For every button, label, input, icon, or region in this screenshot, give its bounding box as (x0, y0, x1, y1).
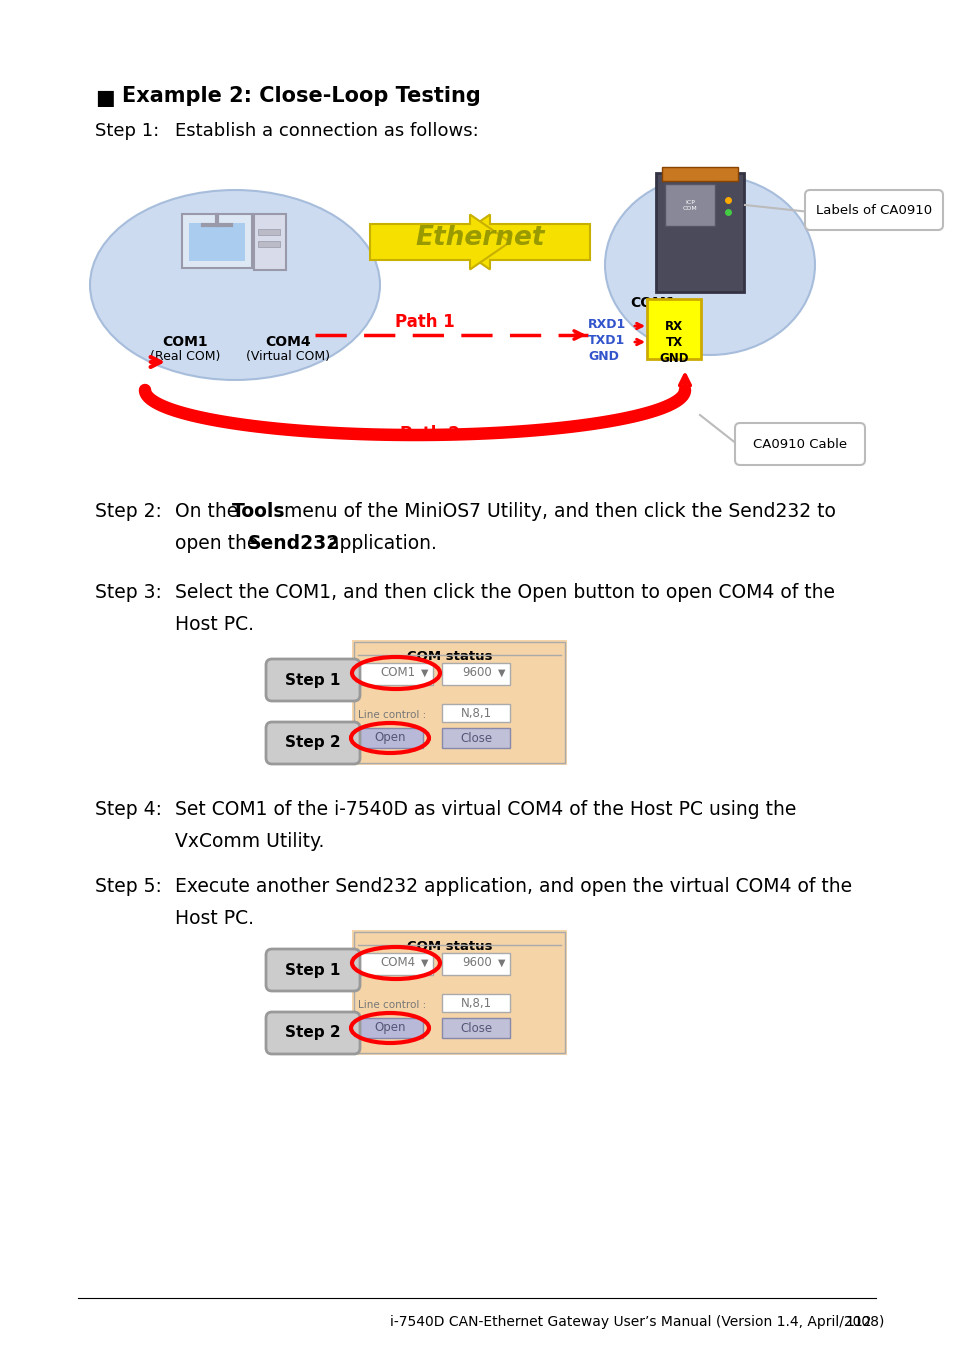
Text: Host PC.: Host PC. (174, 909, 253, 927)
FancyBboxPatch shape (656, 173, 743, 292)
Text: Tools: Tools (232, 502, 285, 521)
Text: VxComm Utility.: VxComm Utility. (174, 832, 324, 850)
Text: Line control :: Line control : (357, 1000, 426, 1010)
Text: TX: TX (665, 336, 681, 350)
Text: Open: Open (374, 732, 405, 744)
FancyBboxPatch shape (352, 930, 566, 1054)
Text: COM1: COM1 (379, 667, 415, 679)
Text: Send232: Send232 (248, 535, 340, 554)
Text: TXD1: TXD1 (587, 333, 624, 347)
Text: Ethernet: Ethernet (415, 225, 544, 251)
Text: Set COM1 of the i-7540D as virtual COM4 of the Host PC using the: Set COM1 of the i-7540D as virtual COM4 … (174, 801, 796, 819)
FancyArrow shape (450, 215, 589, 270)
Text: Open: Open (374, 1022, 405, 1034)
Text: RXD1: RXD1 (587, 319, 625, 331)
Text: Step 1: Step 1 (285, 672, 340, 687)
FancyBboxPatch shape (357, 953, 433, 975)
Text: Labels of CA0910: Labels of CA0910 (815, 204, 931, 216)
FancyBboxPatch shape (253, 215, 286, 270)
Text: Path 1: Path 1 (395, 313, 455, 331)
Text: (Virtual COM): (Virtual COM) (246, 350, 330, 363)
Text: GND: GND (587, 350, 618, 363)
Text: Close: Close (459, 1022, 492, 1034)
Ellipse shape (604, 176, 814, 355)
FancyBboxPatch shape (266, 1012, 359, 1054)
Text: Step 4:: Step 4: (95, 801, 162, 819)
FancyBboxPatch shape (804, 190, 942, 230)
Text: COM4: COM4 (379, 957, 415, 969)
FancyBboxPatch shape (661, 167, 738, 181)
Text: CA0910 Cable: CA0910 Cable (752, 437, 846, 451)
Text: Close: Close (459, 732, 492, 744)
Text: COM status: COM status (407, 940, 492, 953)
Text: N,8,1: N,8,1 (460, 706, 491, 720)
FancyBboxPatch shape (441, 1018, 510, 1038)
FancyBboxPatch shape (257, 230, 280, 235)
FancyBboxPatch shape (664, 184, 714, 225)
Text: Step 1:: Step 1: (95, 122, 159, 140)
Text: menu of the MiniOS7 Utility, and then click the Send232 to: menu of the MiniOS7 Utility, and then cl… (277, 502, 835, 521)
Text: Step 3:: Step 3: (95, 583, 162, 602)
FancyBboxPatch shape (441, 994, 510, 1012)
FancyBboxPatch shape (441, 663, 510, 684)
Text: open the: open the (174, 535, 264, 554)
Text: Step 2:: Step 2: (95, 502, 162, 521)
FancyBboxPatch shape (189, 223, 245, 261)
Text: GND: GND (659, 352, 688, 365)
Text: Host PC.: Host PC. (174, 616, 253, 634)
Text: RX: RX (664, 320, 682, 333)
Text: Path 2: Path 2 (399, 425, 459, 443)
Text: Example 2: Close-Loop Testing: Example 2: Close-Loop Testing (122, 86, 480, 107)
Text: Execute another Send232 application, and open the virtual COM4 of the: Execute another Send232 application, and… (174, 878, 851, 896)
Text: ▼: ▼ (497, 668, 505, 678)
Text: Step 2: Step 2 (285, 1026, 340, 1041)
Text: N,8,1: N,8,1 (460, 996, 491, 1010)
Text: (Real COM): (Real COM) (150, 350, 220, 363)
Text: Select the COM1, and then click the Open button to open COM4 of the: Select the COM1, and then click the Open… (174, 583, 834, 602)
FancyBboxPatch shape (646, 298, 700, 359)
Text: i-7540D CAN-Ethernet Gateway User’s Manual (Version 1.4, April/2008): i-7540D CAN-Ethernet Gateway User’s Manu… (390, 1315, 883, 1328)
FancyBboxPatch shape (266, 949, 359, 991)
Text: Line control :: Line control : (357, 710, 426, 720)
Text: ▼: ▼ (421, 668, 428, 678)
Text: 9600: 9600 (461, 957, 491, 969)
FancyBboxPatch shape (357, 1018, 422, 1038)
FancyBboxPatch shape (441, 953, 510, 975)
FancyBboxPatch shape (266, 659, 359, 701)
FancyBboxPatch shape (357, 663, 433, 684)
Text: COM4: COM4 (265, 335, 311, 350)
Text: ICP
COM: ICP COM (682, 200, 697, 211)
Text: Establish a connection as follows:: Establish a connection as follows: (174, 122, 478, 140)
Text: ▼: ▼ (421, 958, 428, 968)
Text: COM1: COM1 (629, 296, 675, 310)
FancyBboxPatch shape (182, 215, 252, 269)
Text: ▼: ▼ (497, 958, 505, 968)
FancyBboxPatch shape (257, 242, 280, 247)
Text: 112: 112 (844, 1315, 871, 1328)
Text: Step 5:: Step 5: (95, 878, 162, 896)
FancyBboxPatch shape (357, 728, 422, 748)
FancyArrow shape (370, 215, 510, 270)
Text: ■: ■ (95, 88, 114, 108)
FancyBboxPatch shape (441, 728, 510, 748)
FancyBboxPatch shape (734, 423, 864, 464)
Ellipse shape (90, 190, 379, 379)
Text: 9600: 9600 (461, 667, 491, 679)
Text: On the: On the (174, 502, 244, 521)
Text: COM1: COM1 (162, 335, 208, 350)
FancyBboxPatch shape (352, 640, 566, 765)
Text: COM status: COM status (407, 649, 492, 663)
Text: Step 1: Step 1 (285, 963, 340, 977)
Text: Step 2: Step 2 (285, 736, 340, 751)
FancyBboxPatch shape (266, 722, 359, 764)
FancyBboxPatch shape (441, 703, 510, 722)
Text: application.: application. (322, 535, 436, 554)
